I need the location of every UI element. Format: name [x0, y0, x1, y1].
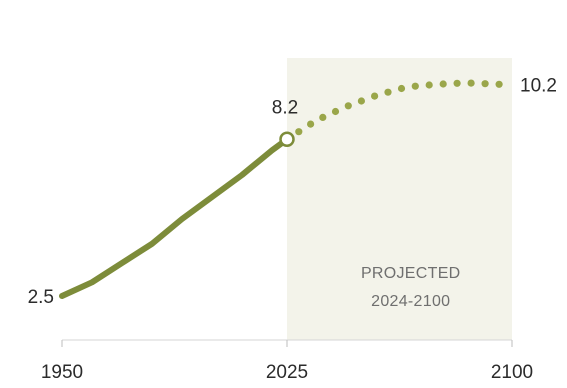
projected-dot: [397, 84, 406, 93]
x-tick-label-2025: 2025: [266, 362, 308, 383]
projected-dot: [411, 82, 419, 90]
x-tick-label-2100: 2100: [491, 362, 533, 383]
x-tick-label-1950: 1950: [41, 362, 83, 383]
projected-dot: [331, 107, 340, 116]
projected-dot: [495, 80, 503, 88]
projected-dot: [307, 120, 315, 128]
projected-dot: [425, 81, 433, 89]
projected-dot: [344, 102, 352, 110]
projected-dot: [453, 79, 461, 87]
projected-label: PROJECTED: [361, 265, 461, 282]
projected-years-label: 2024-2100: [371, 293, 450, 310]
current-value-marker: [279, 131, 295, 147]
projected-dot: [467, 79, 475, 87]
current-value-label: 8.2: [272, 97, 298, 118]
projected-dot: [357, 97, 365, 105]
projected-dot: [295, 128, 303, 136]
projected-dot: [319, 113, 327, 121]
historical-series-line: [59, 136, 290, 299]
end-value-label: 10.2: [520, 75, 557, 96]
projection-shaded-region: [287, 58, 512, 340]
x-tick-labels: 1950 2025 2100: [41, 362, 533, 383]
projected-dot: [371, 92, 379, 100]
x-tick-marks: [61, 340, 513, 347]
projected-dot: [384, 88, 392, 96]
projected-dot: [481, 80, 489, 88]
projected-series-dots: [295, 79, 503, 136]
projected-dot: [439, 80, 447, 88]
start-value-label: 2.5: [28, 287, 54, 308]
